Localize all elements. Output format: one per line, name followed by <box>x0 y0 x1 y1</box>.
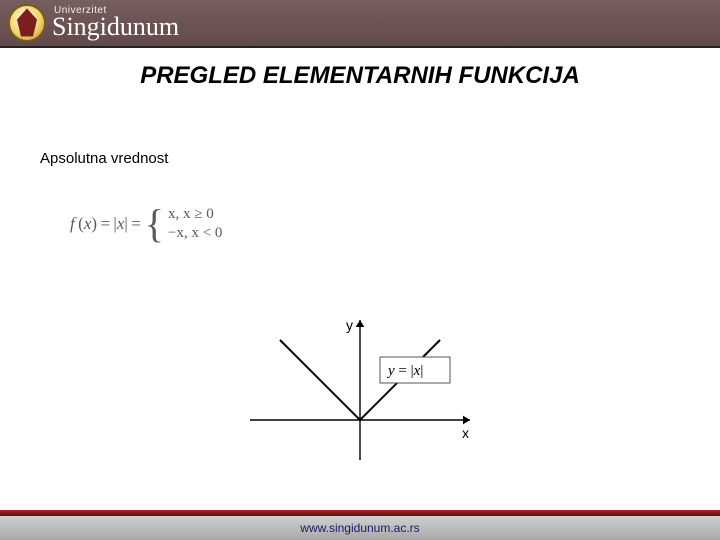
footer-gray-bar: www.singidunum.ac.rs <box>0 516 720 540</box>
page-title: PREGLED ELEMENTARNIH FUNKCIJA <box>0 62 720 90</box>
formula-paren-close: ) <box>91 214 100 234</box>
formula-bar-open: | <box>110 214 117 234</box>
graph-svg: y x y = |x| <box>230 300 490 480</box>
logo-name-label: Singidunum <box>52 14 179 40</box>
formula-case1: x, x ≥ 0 <box>168 205 222 224</box>
svg-text:y: y <box>346 317 353 333</box>
formula-eq1: = <box>100 214 110 234</box>
graph: y x y = |x| <box>230 300 490 480</box>
header-bar: Univerzitet Singidunum <box>0 0 720 48</box>
formula-case2: −x, x < 0 <box>168 224 222 243</box>
section-subtitle: Apsolutna vrednost <box>40 150 168 167</box>
footer: www.singidunum.ac.rs <box>0 510 720 540</box>
svg-text:x: x <box>462 425 469 441</box>
formula-brace: { <box>145 206 164 242</box>
logo-emblem <box>8 4 46 42</box>
formula-eq2: = <box>131 214 141 234</box>
formula-absx: x <box>117 214 125 234</box>
formula-x1: x <box>84 214 92 234</box>
svg-text:y = |x|: y = |x| <box>386 363 423 379</box>
formula-paren-open: ( <box>75 214 84 234</box>
formula-bar-close: | <box>124 214 131 234</box>
formula-cases: x, x ≥ 0 −x, x < 0 <box>168 205 222 243</box>
logo-text: Univerzitet Singidunum <box>52 6 179 40</box>
formula: f ( x ) = | x | = { x, x ≥ 0 −x, x < 0 <box>70 205 222 243</box>
footer-link[interactable]: www.singidunum.ac.rs <box>300 521 419 535</box>
